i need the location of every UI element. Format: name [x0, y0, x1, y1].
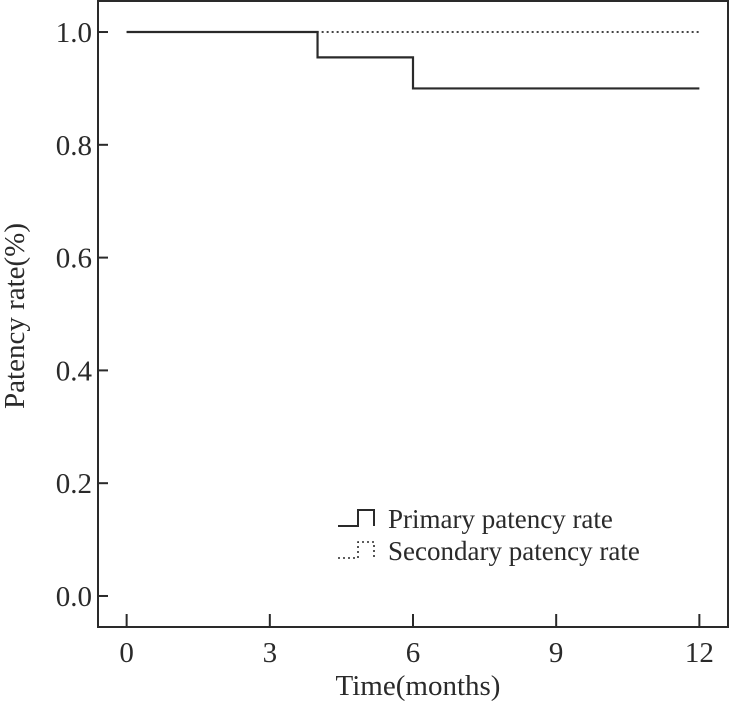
- legend-primary-label: Primary patency rate: [388, 504, 613, 534]
- x-axis: 0 3 6 9 12: [119, 614, 714, 669]
- x-axis-label: Time(months): [336, 670, 501, 701]
- y-tick-label: 1.0: [56, 17, 92, 49]
- legend-secondary-label: Secondary patency rate: [388, 536, 640, 566]
- y-tick-label: 0.2: [56, 468, 92, 500]
- y-tick-label: 0.8: [56, 130, 92, 162]
- x-tick-label: 0: [119, 637, 134, 669]
- x-tick-label: 9: [549, 637, 564, 669]
- y-tick-label: 0.6: [56, 243, 92, 275]
- legend-primary-swatch: [338, 509, 375, 527]
- y-axis: 0.0 0.2 0.4 0.6 0.8 1.0: [56, 17, 108, 613]
- series-layer: [126, 30, 700, 90]
- primary-patency-line: [126, 30, 700, 90]
- x-tick-label: 12: [685, 637, 714, 669]
- legend-secondary-swatch: [338, 541, 375, 559]
- x-tick-label: 3: [263, 637, 278, 669]
- y-axis-label: Patency rate(%): [0, 223, 31, 409]
- y-tick-label: 0.0: [56, 581, 92, 613]
- x-tick-label: 6: [406, 637, 421, 669]
- y-tick-label: 0.4: [56, 355, 93, 387]
